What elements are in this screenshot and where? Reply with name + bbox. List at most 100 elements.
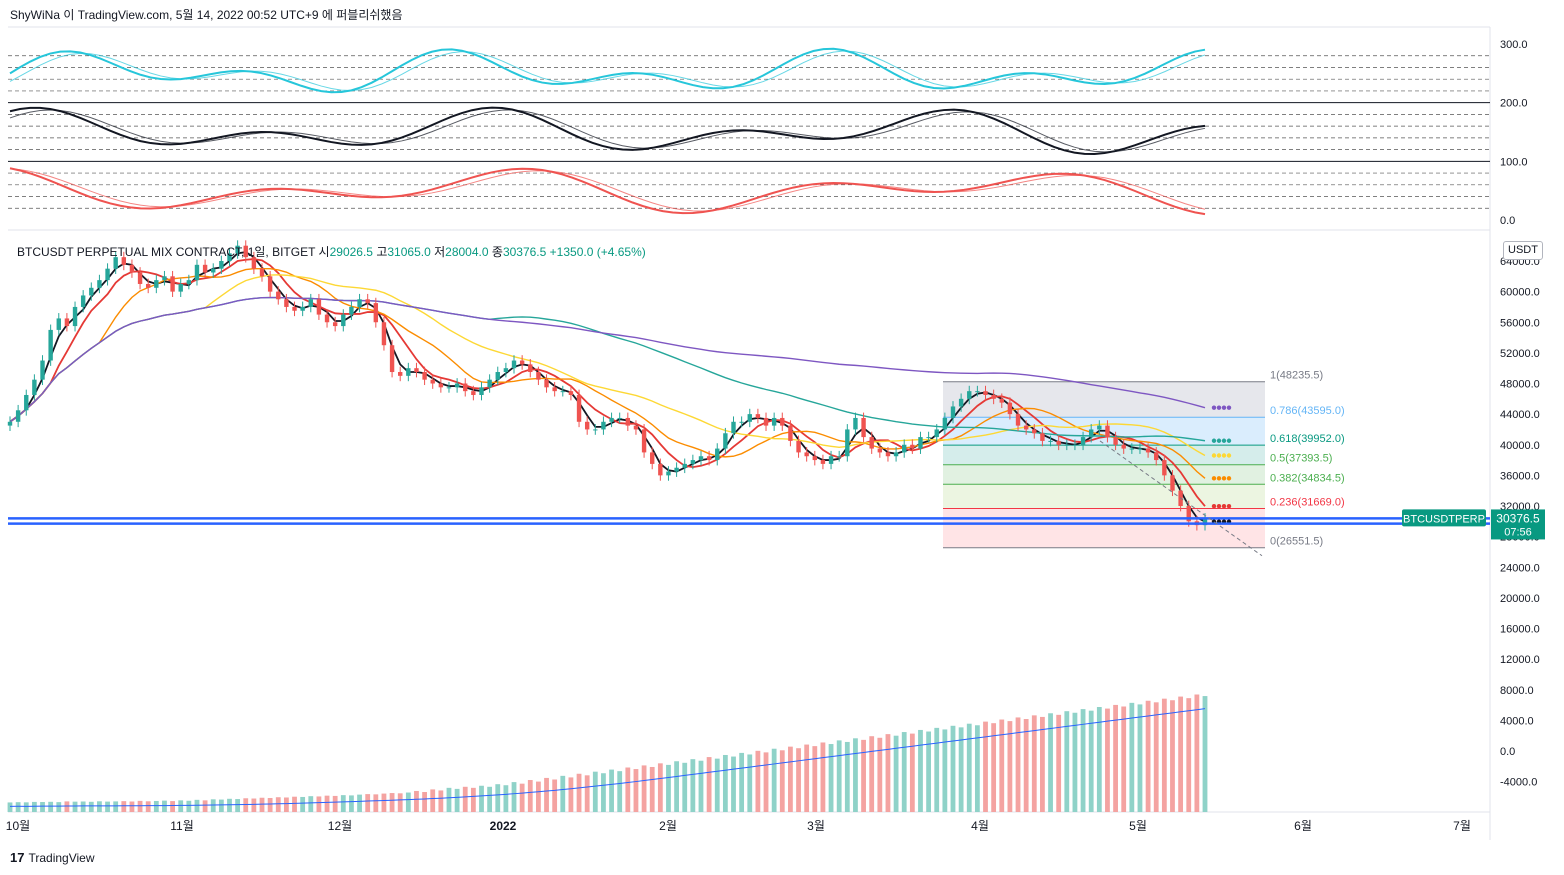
candle-body — [747, 414, 752, 422]
fib-level-label: 0.786(43595.0) — [1270, 405, 1345, 417]
candle-body — [812, 456, 817, 461]
candle-body — [885, 452, 891, 457]
candle-body — [918, 437, 923, 449]
candle-body — [584, 421, 590, 430]
candle-body — [1080, 437, 1086, 445]
volume-ma-line — [9, 708, 1206, 807]
high-label: 고 — [376, 245, 388, 259]
currency-badge[interactable]: USDT — [1503, 241, 1543, 260]
volume-bar — [674, 761, 679, 812]
candle-body — [332, 322, 338, 327]
candle-body — [715, 448, 720, 461]
ma-projection-dot — [1216, 503, 1222, 509]
price-tag-bg — [1491, 509, 1545, 540]
oscillator-panel — [8, 47, 1490, 216]
candle-body — [162, 276, 167, 281]
candle-body — [121, 257, 127, 265]
osc-signal-line — [9, 50, 1206, 92]
fib-zone — [943, 464, 1265, 485]
price-tick-label: 44000.0 — [1500, 409, 1540, 421]
time-tick-label: 7월 — [1453, 819, 1471, 833]
volume-bar — [901, 732, 907, 812]
volume-bar — [983, 721, 988, 812]
volume-bars — [7, 694, 1208, 812]
candle-body — [796, 440, 801, 453]
candle-body — [544, 379, 549, 388]
candle-body — [503, 368, 509, 373]
volume-bar — [974, 725, 980, 812]
fib-zone — [943, 445, 1265, 465]
symbol-tag-bg — [1402, 509, 1486, 527]
volume-bar — [470, 787, 476, 812]
candle-body — [560, 391, 565, 393]
close-label: 종 — [491, 245, 503, 259]
candle-body — [828, 456, 834, 464]
volume-bar — [275, 797, 281, 812]
candle-body — [365, 299, 370, 304]
volume-bar — [251, 798, 257, 812]
candle-body — [690, 460, 696, 464]
ma-projection-dot — [1216, 453, 1222, 458]
volume-bar — [381, 793, 387, 812]
candle-body — [853, 417, 858, 430]
candle-body — [1170, 475, 1175, 491]
time-tick-label: 4월 — [971, 819, 989, 833]
volume-bar — [1129, 702, 1135, 812]
candle-body — [593, 429, 598, 431]
candle-body — [820, 460, 826, 464]
volume-bar — [796, 748, 801, 812]
volume-bar — [958, 727, 964, 812]
volume-bar — [950, 725, 956, 812]
time-tick-label: 5월 — [1129, 819, 1147, 833]
volume-bar — [210, 799, 216, 812]
fib-zone — [943, 484, 1265, 509]
candle-body — [1040, 433, 1045, 441]
volume-bar — [885, 734, 891, 812]
candle-body — [967, 391, 972, 399]
ma-projection-dot — [1216, 405, 1222, 410]
volume-bar — [283, 797, 289, 812]
candle-body — [1162, 460, 1167, 476]
candle-body — [186, 280, 192, 284]
candle-body — [381, 322, 387, 346]
volume-bar — [682, 762, 688, 812]
volume-bar — [349, 795, 354, 812]
time-tick-label: 12월 — [328, 819, 352, 833]
footer-brand-name: TradingView — [28, 850, 95, 865]
footer-brand[interactable]: 17 TradingView — [10, 850, 95, 865]
ma-projection-dot — [1226, 453, 1232, 458]
volume-bar — [861, 739, 866, 812]
candle-body — [723, 433, 728, 449]
candle-body — [511, 360, 517, 369]
candle-body — [89, 287, 94, 296]
candle-body — [528, 364, 533, 373]
symbol-tag-label: BTCUSDTPERP — [1403, 513, 1485, 525]
volume-bar — [422, 792, 427, 812]
volume-bar — [552, 779, 558, 812]
volume-bar — [536, 781, 541, 812]
candle-body — [349, 306, 354, 315]
volume-bar — [617, 771, 623, 812]
volume-bar — [1113, 704, 1118, 812]
osc-tick-label: 100.0 — [1500, 156, 1528, 168]
candle-body — [519, 360, 525, 365]
candle-body — [1015, 414, 1021, 426]
candle-body — [617, 417, 622, 419]
volume-bar — [1015, 717, 1021, 812]
volume-bar — [1040, 716, 1045, 812]
candle-body — [731, 421, 736, 434]
candle-body — [666, 471, 671, 476]
candle-body — [845, 429, 850, 457]
moving-average-line — [9, 274, 1206, 457]
fib-level-label: 0.5(37393.5) — [1270, 453, 1332, 465]
ma-projection-dot — [1226, 405, 1232, 410]
volume-bar — [926, 731, 932, 812]
volume-bar — [373, 794, 379, 812]
symbol-ohlc-legend: BTCUSDT PERPETUAL MIX CONTRACT, 1일, BITG… — [17, 243, 646, 260]
price-tick-label: 48000.0 — [1500, 379, 1540, 391]
fib-level-label: 0(26551.5) — [1270, 536, 1323, 548]
change-value: +1350.0 (+4.65%) — [549, 245, 646, 259]
candle-body — [641, 429, 647, 453]
time-tick-label: 2월 — [659, 819, 677, 833]
